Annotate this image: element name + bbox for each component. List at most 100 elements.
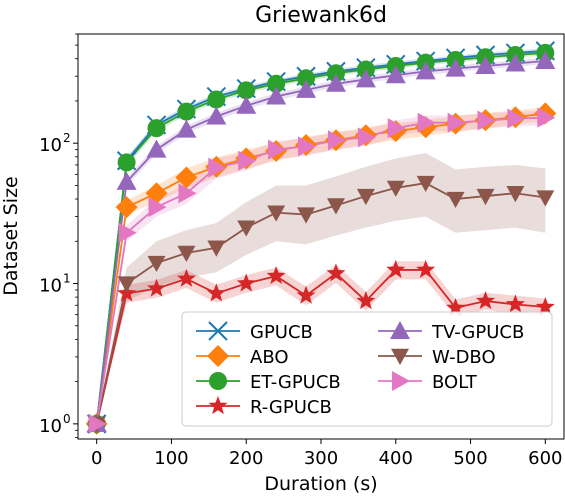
- point-bolt: [298, 136, 317, 157]
- point-w-dbo: [177, 245, 196, 263]
- chart-title: Griewank6d: [255, 3, 387, 28]
- x-axis-label: Duration (s): [264, 473, 377, 495]
- point-bolt: [417, 112, 436, 133]
- y-tick-label: 10: [39, 276, 62, 297]
- point-tv-gpucb: [176, 119, 197, 138]
- legend-item-tv-gpucb: TV-GPUCB: [378, 321, 524, 343]
- legend-item-w-dbo: W-DBO: [378, 347, 496, 368]
- point-tv-gpucb: [505, 53, 526, 72]
- legend-marker: [208, 321, 228, 341]
- y-tick-label: 10: [39, 416, 62, 437]
- point-tv-gpucb: [355, 69, 376, 88]
- legend-box: [181, 311, 553, 427]
- point-tv-gpucb: [266, 86, 287, 105]
- legend-marker: [209, 372, 227, 390]
- point-et-gpucb: [297, 69, 316, 88]
- point-bolt: [507, 108, 526, 129]
- y-tick-exponent: 0: [63, 412, 71, 426]
- point-w-dbo: [416, 175, 435, 193]
- point-tv-gpucb: [206, 106, 227, 125]
- point-abo: [175, 166, 198, 189]
- point-r-gpucb: [386, 259, 406, 279]
- point-bolt: [88, 413, 107, 434]
- point-bolt: [118, 222, 137, 243]
- point-r-gpucb: [505, 294, 525, 313]
- point-tv-gpucb: [415, 61, 436, 80]
- legend-item-abo: ABO: [196, 345, 289, 368]
- point-bolt: [178, 183, 197, 204]
- x-tick-label: 300: [304, 448, 338, 469]
- legend-marker: [208, 396, 228, 415]
- x-tick-label: 200: [229, 448, 263, 469]
- point-r-gpucb: [236, 273, 256, 292]
- point-bolt: [387, 118, 406, 139]
- point-tv-gpucb: [116, 171, 137, 190]
- legend-marker: [392, 371, 410, 391]
- band-r-gpucb: [96, 261, 546, 424]
- legend-label: W-DBO: [432, 347, 496, 368]
- legend-item-bolt: BOLT: [378, 371, 478, 393]
- point-w-dbo: [147, 255, 166, 273]
- band-w-dbo: [96, 153, 546, 424]
- point-w-dbo: [326, 198, 345, 215]
- y-axis-label: Dataset Size: [0, 176, 22, 295]
- point-et-gpucb: [267, 74, 286, 93]
- point-tv-gpucb: [445, 58, 466, 77]
- point-w-dbo: [356, 188, 375, 206]
- legend-label: GPUCB: [250, 322, 313, 343]
- y-tick-exponent: 1: [63, 272, 71, 286]
- legend-marker: [390, 321, 410, 339]
- point-tv-gpucb: [236, 95, 257, 114]
- legend-label: ABO: [250, 347, 289, 368]
- point-w-dbo: [207, 240, 226, 257]
- y-tick-label: 10: [39, 135, 62, 156]
- legend-label: TV-GPUCB: [431, 322, 524, 343]
- point-tv-gpucb: [325, 73, 346, 92]
- line-r-gpucb: [95, 269, 546, 425]
- point-w-dbo: [536, 190, 555, 207]
- legend-item-r-gpucb: R-GPUCB: [196, 396, 332, 418]
- point-et-gpucb: [177, 102, 196, 121]
- series-markers: [85, 41, 557, 435]
- legend-marker: [207, 345, 229, 367]
- point-bolt: [357, 127, 376, 148]
- point-bolt: [268, 139, 287, 160]
- point-et-gpucb: [237, 81, 256, 100]
- point-abo: [115, 196, 138, 219]
- point-r-gpucb: [147, 278, 167, 297]
- point-w-dbo: [297, 207, 316, 224]
- point-tv-gpucb: [475, 55, 496, 74]
- point-w-dbo: [506, 186, 525, 203]
- x-tick-label: 400: [379, 448, 413, 469]
- point-bolt: [477, 110, 496, 131]
- series-lines: [95, 49, 546, 425]
- point-tv-gpucb: [385, 65, 406, 84]
- line-et-gpucb: [95, 52, 546, 424]
- point-et-gpucb: [117, 153, 136, 172]
- line-tv-gpucb: [95, 60, 546, 424]
- legend-label: ET-GPUCB: [250, 372, 341, 393]
- x-tick-label: 600: [528, 448, 562, 469]
- point-r-gpucb: [356, 291, 376, 310]
- legend-item-gpucb: GPUCB: [196, 321, 313, 343]
- confidence-bands: [96, 48, 546, 424]
- point-bolt: [447, 112, 466, 133]
- point-r-gpucb: [206, 283, 226, 302]
- point-r-gpucb: [176, 268, 196, 287]
- point-w-dbo: [446, 191, 465, 209]
- point-bolt: [148, 197, 167, 218]
- legend: GPUCB ABO ET-GPUCB R-GPUCB TV-GPUCB W-DBO BOLT: [181, 311, 553, 427]
- point-bolt: [327, 130, 346, 151]
- x-tick-label: 0: [91, 448, 102, 469]
- point-r-gpucb: [475, 291, 495, 310]
- point-w-dbo: [476, 188, 495, 206]
- point-r-gpucb: [416, 259, 436, 279]
- point-tv-gpucb: [146, 139, 167, 158]
- x-tick-label: 500: [453, 448, 487, 469]
- point-tv-gpucb: [296, 79, 317, 98]
- point-r-gpucb: [446, 297, 466, 317]
- point-w-dbo: [237, 220, 256, 237]
